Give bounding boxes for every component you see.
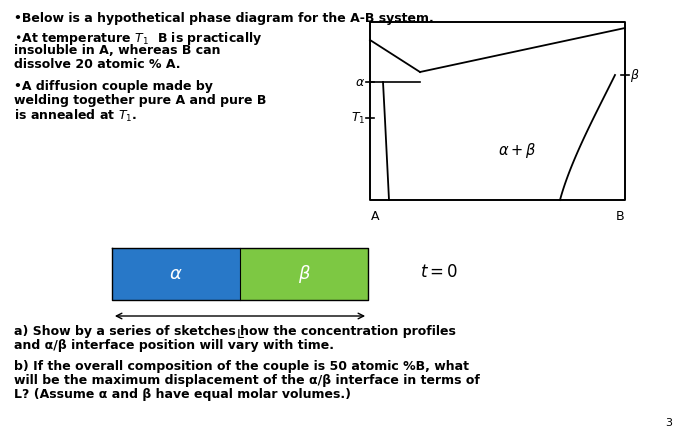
Text: $t = 0$: $t = 0$ [420, 263, 458, 281]
Text: a) Show by a series of sketches how the concentration profiles: a) Show by a series of sketches how the … [14, 325, 456, 338]
Text: $\mathit{T}_1$: $\mathit{T}_1$ [350, 110, 365, 125]
Text: will be the maximum displacement of the α/β interface in terms of: will be the maximum displacement of the … [14, 374, 480, 387]
Text: B: B [615, 210, 624, 223]
Text: L: L [236, 328, 244, 341]
Text: $\alpha$: $\alpha$ [169, 265, 183, 283]
Text: •At temperature $T_1$  B is practically: •At temperature $T_1$ B is practically [14, 30, 263, 47]
Text: insoluble in A, whereas B can: insoluble in A, whereas B can [14, 44, 221, 57]
Text: welding together pure A and pure B: welding together pure A and pure B [14, 94, 266, 107]
Text: $\beta$: $\beta$ [297, 263, 310, 285]
Text: 3: 3 [665, 418, 672, 428]
Bar [112, 248, 240, 300]
Text: A: A [371, 210, 380, 223]
Text: •Below is a hypothetical phase diagram for the A-B system.: •Below is a hypothetical phase diagram f… [14, 12, 434, 25]
Bar [240, 248, 368, 300]
Text: b) If the overall composition of the couple is 50 atomic %B, what: b) If the overall composition of the cou… [14, 360, 469, 373]
Text: •A diffusion couple made by: •A diffusion couple made by [14, 80, 213, 93]
Text: $\alpha + \beta$: $\alpha + \beta$ [498, 141, 536, 161]
Text: $\alpha$: $\alpha$ [355, 76, 365, 89]
Text: $\beta$: $\beta$ [630, 66, 640, 83]
Text: and α/β interface position will vary with time.: and α/β interface position will vary wit… [14, 339, 334, 352]
Text: is annealed at $T_1$.: is annealed at $T_1$. [14, 108, 137, 124]
Text: dissolve 20 atomic % A.: dissolve 20 atomic % A. [14, 58, 181, 71]
Text: L? (Assume α and β have equal molar volumes.): L? (Assume α and β have equal molar volu… [14, 388, 351, 401]
